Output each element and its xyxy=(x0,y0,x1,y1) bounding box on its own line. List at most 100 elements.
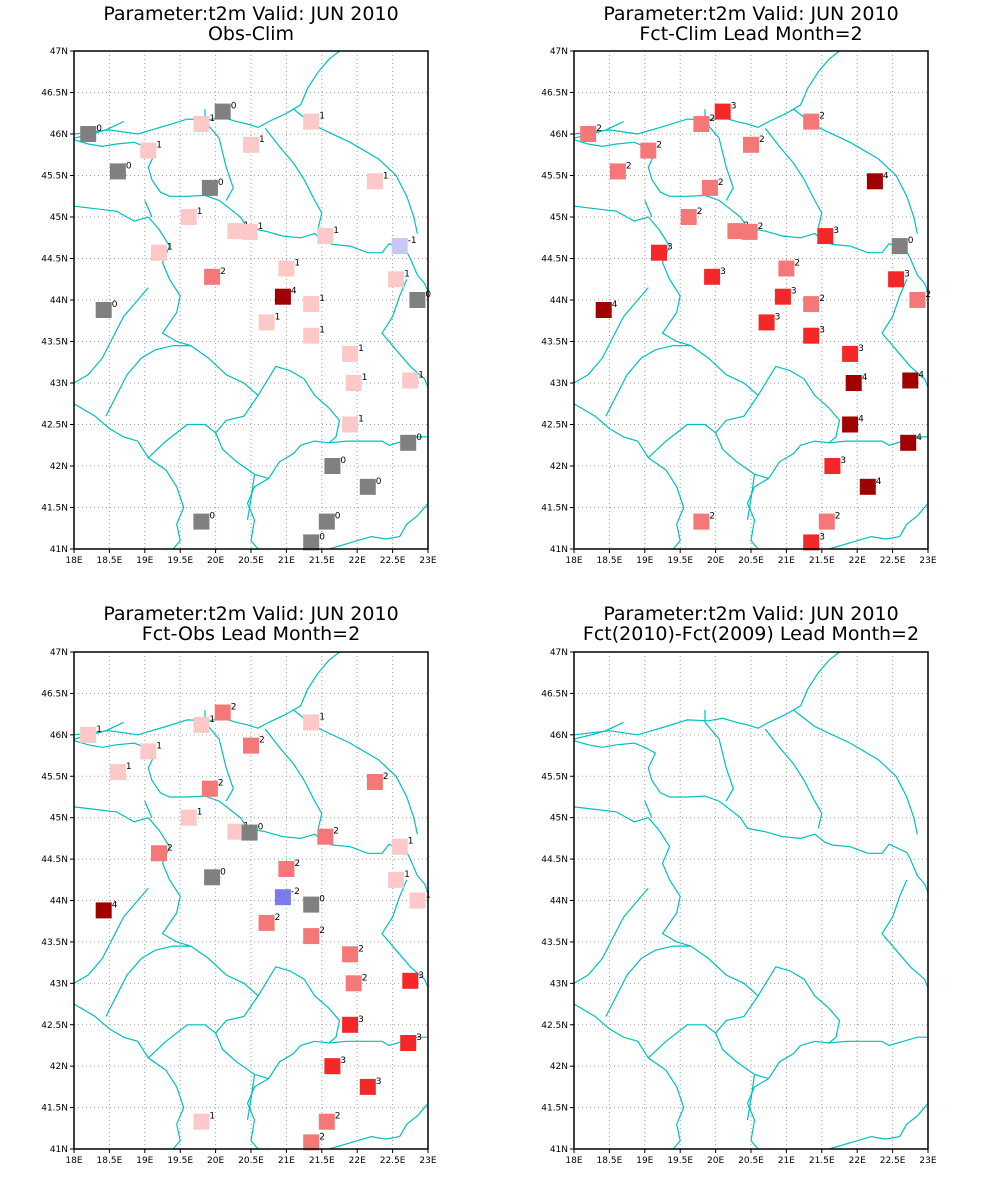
station-marker xyxy=(842,416,859,433)
station-marker xyxy=(193,513,210,530)
station-marker xyxy=(359,478,376,495)
border-line xyxy=(757,966,841,1044)
station-marker xyxy=(359,1078,376,1095)
station-marker xyxy=(204,268,221,285)
station-value-label: 3 xyxy=(791,287,797,297)
y-tick-label: 44N xyxy=(50,296,68,306)
x-tick-label: 20E xyxy=(207,1156,224,1166)
station-marker xyxy=(824,458,841,474)
station-value-label: 2 xyxy=(709,512,715,522)
station-value-label: 2 xyxy=(656,141,662,151)
border-line xyxy=(574,1003,685,1149)
station-marker xyxy=(842,345,859,362)
x-tick-label: 20E xyxy=(707,1156,724,1166)
y-tick-label: 42N xyxy=(550,462,568,472)
y-tick-label: 45N xyxy=(50,213,68,223)
station-marker xyxy=(400,1035,417,1051)
y-tick-label: 41N xyxy=(50,545,68,555)
station-marker xyxy=(80,726,97,743)
panel-title: Parameter:t2m Valid: JUN 2010 xyxy=(103,3,398,25)
gridlines xyxy=(74,51,428,549)
station-marker xyxy=(409,292,426,308)
border-line xyxy=(764,127,823,228)
border-line xyxy=(605,345,691,417)
station-value-label: 0 xyxy=(231,102,237,112)
station-value-label: 0 xyxy=(908,236,914,246)
station-value-label: 3 xyxy=(416,1033,422,1043)
station-marker xyxy=(274,288,291,305)
border-line xyxy=(647,216,691,347)
border-line xyxy=(190,945,269,1080)
station-marker xyxy=(201,780,218,797)
y-tick-label: 42.5N xyxy=(41,1021,68,1031)
station-marker xyxy=(758,314,775,331)
station-value-label: 2 xyxy=(835,512,841,522)
station-marker xyxy=(342,416,359,433)
station-marker xyxy=(345,375,362,391)
border-line xyxy=(793,108,918,234)
border-line xyxy=(909,858,928,893)
station-marker xyxy=(891,238,908,255)
panel-subtitle: Fct-Clim Lead Month=2 xyxy=(639,23,862,45)
station-value-label: 0 xyxy=(220,867,226,877)
station-value-label: 2 xyxy=(319,1132,325,1142)
station-value-label: 2 xyxy=(218,779,224,789)
station-marker xyxy=(180,809,197,826)
station-value-label: -1 xyxy=(408,236,417,246)
station-value-label: 3 xyxy=(840,456,846,466)
station-marker xyxy=(743,136,759,153)
station-marker xyxy=(180,209,197,225)
border-line xyxy=(74,740,411,860)
border-line xyxy=(574,139,911,259)
station-value-label: 1 xyxy=(319,712,325,722)
station-value-label: 1 xyxy=(319,294,325,304)
station-value-label: 1 xyxy=(404,870,410,880)
station-marker xyxy=(140,743,157,760)
station-value-label: 3 xyxy=(418,971,424,981)
station-marker xyxy=(342,946,359,963)
x-tick-label: 21.5E xyxy=(309,1156,335,1166)
station-marker xyxy=(227,823,244,840)
y-tick-label: 41N xyxy=(550,1145,568,1155)
station-value-label: 0 xyxy=(258,823,264,833)
border-line xyxy=(74,139,411,259)
station-marker xyxy=(817,228,834,245)
y-tick-label: 42N xyxy=(50,462,68,472)
station-value-label: 3 xyxy=(731,102,737,112)
station-value-label: 1 xyxy=(167,243,173,253)
border-line xyxy=(257,966,341,1044)
station-marker xyxy=(402,372,419,389)
y-tick-label: 45N xyxy=(550,213,568,223)
station-value-label: 3 xyxy=(858,344,864,354)
gridlines xyxy=(74,652,428,1149)
station-marker xyxy=(345,975,362,992)
station-value-label: 1 xyxy=(383,171,389,181)
y-tick-label: 42N xyxy=(550,1062,568,1072)
x-tick-label: 19E xyxy=(636,1156,653,1166)
y-tick-label: 47N xyxy=(50,47,68,57)
x-tick-label: 23E xyxy=(919,1156,936,1166)
station-value-label: 4 xyxy=(862,373,868,383)
station-value-label: 2 xyxy=(231,703,237,713)
y-tick-label: 46N xyxy=(550,130,568,140)
station-marker xyxy=(95,902,112,919)
station-marker xyxy=(204,869,221,886)
station-value-label: 0 xyxy=(209,512,215,522)
y-tick-label: 46.5N xyxy=(541,689,568,699)
border-line xyxy=(647,817,691,947)
border-line xyxy=(246,1036,428,1149)
x-tick-label: 18E xyxy=(65,1156,82,1166)
border-line xyxy=(74,806,149,823)
border-line xyxy=(828,1103,928,1149)
border-line xyxy=(264,127,323,228)
station-marker xyxy=(258,914,275,931)
x-axis-ticks: 18E 18.5E 19E 19.5E 20E 20.5E 21E 21.5E 22E 22.5E… xyxy=(565,549,937,566)
border-line xyxy=(881,279,928,388)
border-line xyxy=(764,728,823,829)
station-value-label: 0 xyxy=(126,161,132,171)
station-value-label: 2 xyxy=(358,944,364,954)
border-line xyxy=(246,1074,256,1121)
station-marker xyxy=(303,928,320,945)
